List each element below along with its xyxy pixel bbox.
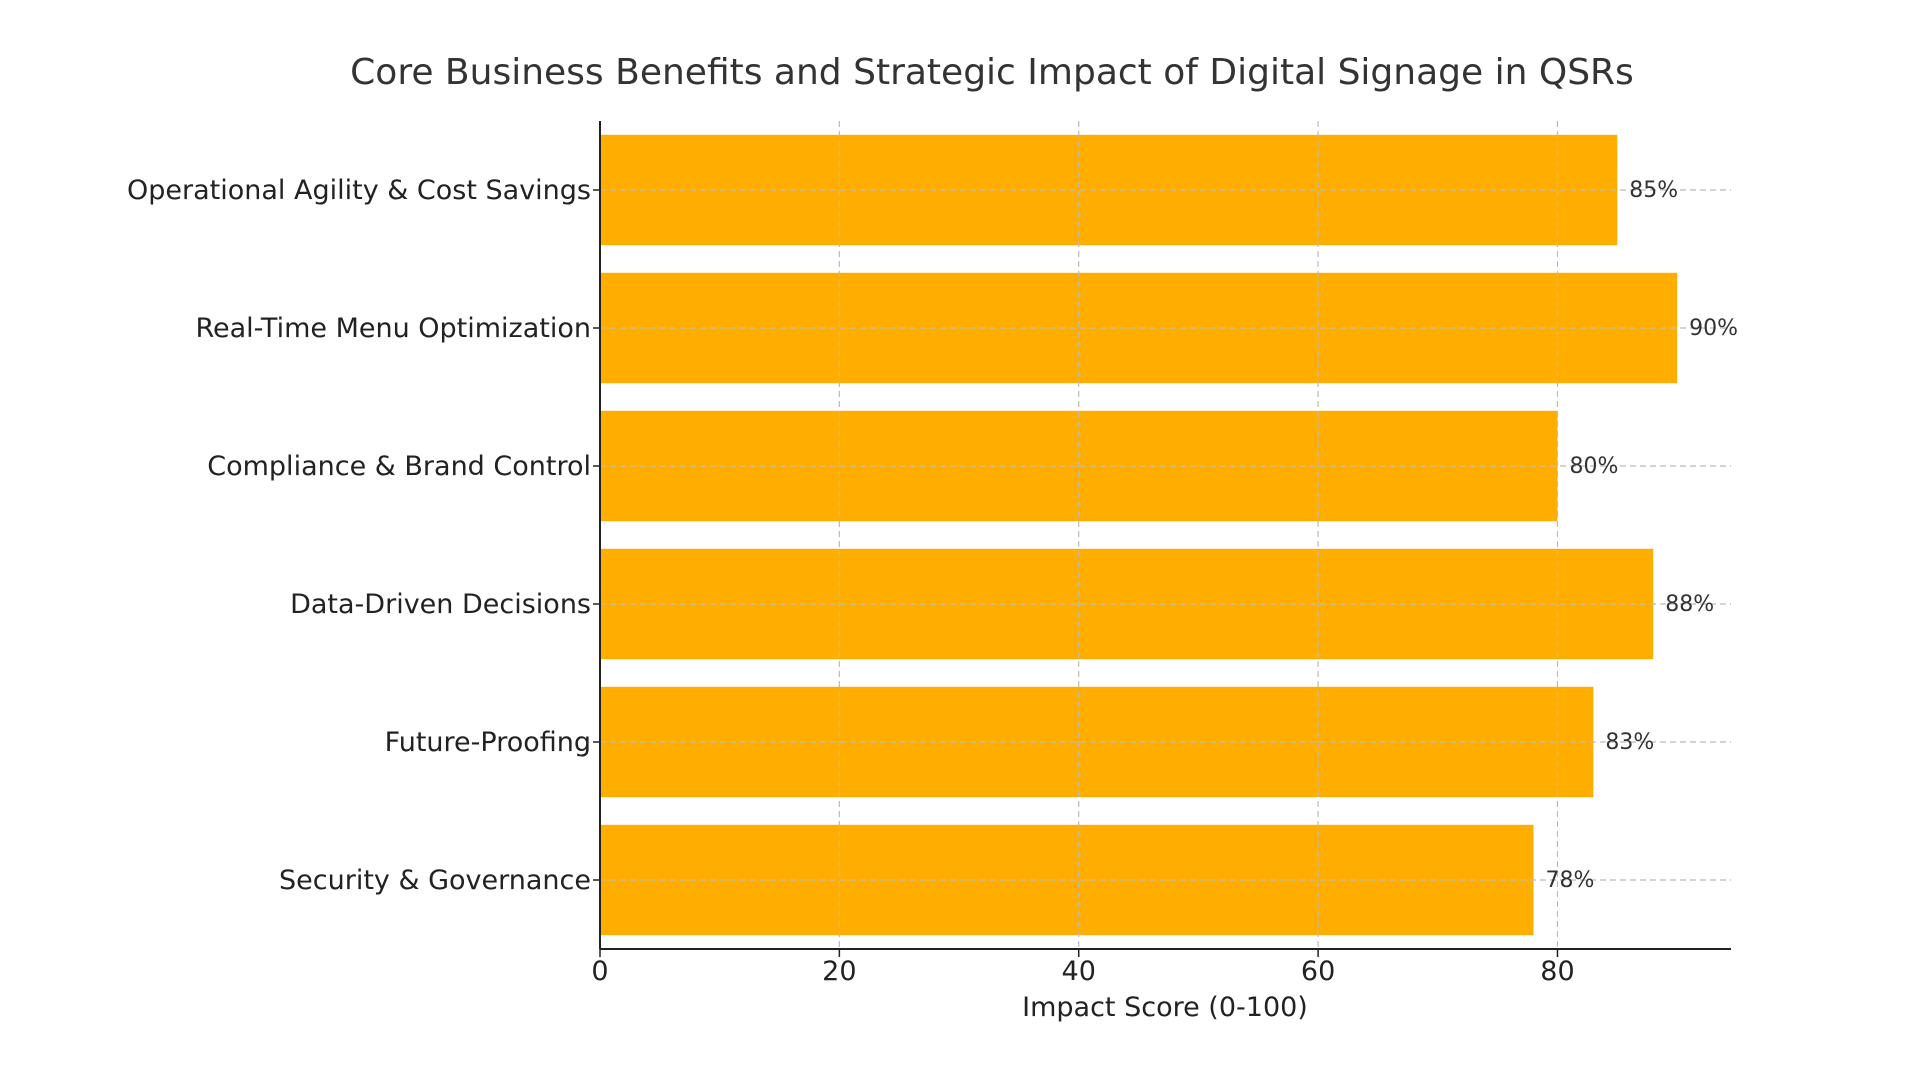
data-label: 85% [1629,178,1678,203]
data-label: 88% [1665,592,1714,617]
grid-overlay [600,121,1731,949]
category-label: Future-Proofing [385,727,591,758]
data-label: 80% [1569,454,1618,479]
category-label: Operational Agility & Cost Savings [127,175,591,206]
x-axis-label: Impact Score (0-100) [1022,992,1308,1023]
x-tick-label: 60 [1301,956,1335,987]
bars [600,134,1678,936]
data-label: 90% [1689,316,1738,341]
bar [600,272,1678,384]
x-tick-label: 0 [591,956,608,987]
data-label: 83% [1605,730,1654,755]
x-tick-label: 40 [1062,956,1096,987]
category-label: Compliance & Brand Control [207,451,591,482]
labels: Operational Agility & Cost Savings 85% Rea… [127,175,1738,896]
x-tick-label: 20 [822,956,856,987]
x-ticks: 0 20 40 60 80 [591,949,1575,987]
data-label: 78% [1546,868,1595,893]
category-label: Real-Time Menu Optimization [195,313,591,344]
chart-title: Core Business Benefits and Strategic Imp… [350,52,1634,93]
category-label: Data-Driven Decisions [290,589,591,620]
bar [600,134,1618,246]
x-tick-label: 80 [1540,956,1574,987]
category-label: Security & Governance [279,865,591,896]
